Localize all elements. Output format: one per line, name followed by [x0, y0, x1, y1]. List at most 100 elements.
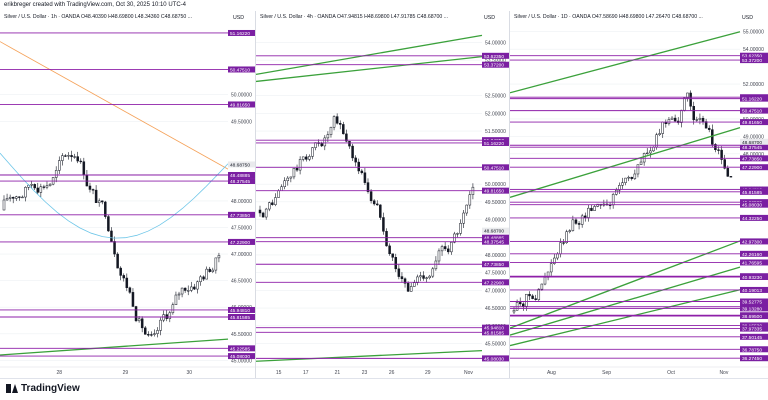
candle-body	[97, 200, 101, 203]
trend-line[interactable]	[0, 338, 229, 356]
candle-body	[652, 146, 655, 152]
level-label: 37.50145	[742, 335, 762, 341]
level-label-bg	[740, 155, 768, 162]
level-label-bg	[228, 306, 255, 313]
candle-body	[468, 194, 472, 206]
trend-line[interactable]	[256, 34, 483, 75]
candle-body	[382, 217, 385, 232]
candle-body	[122, 275, 125, 279]
brand-name: TradingView	[21, 383, 80, 394]
candle-body	[577, 223, 581, 225]
candlestick-series	[258, 113, 475, 293]
last-price-bg	[740, 138, 768, 145]
footer-bar: TradingView	[0, 378, 768, 400]
candle-body	[156, 330, 159, 334]
candle-body	[633, 173, 637, 179]
trend-line[interactable]	[510, 289, 741, 347]
candle-body	[726, 168, 730, 177]
candle-body	[140, 318, 144, 329]
level-label-bg	[740, 164, 768, 171]
candle-body	[465, 204, 468, 214]
candle-body	[190, 286, 193, 291]
level-label-bg	[740, 52, 768, 59]
level-label-bg	[482, 329, 509, 336]
price-tick-label: 45.00000	[231, 358, 252, 364]
candle-body	[153, 333, 156, 335]
candle-body	[88, 185, 92, 190]
candle-body	[574, 219, 578, 224]
level-label-bg	[740, 119, 768, 126]
candle-body	[76, 156, 79, 162]
candle-body	[537, 288, 541, 300]
level-label: 47.73850	[484, 262, 504, 268]
time-tick-label: 28	[56, 370, 62, 376]
tradingview-logo[interactable]: TradingView	[6, 383, 80, 394]
candle-body	[308, 156, 311, 160]
level-label-bg	[740, 333, 768, 340]
candle-body	[261, 212, 265, 218]
candle-body	[667, 119, 671, 124]
candle-body	[131, 292, 135, 307]
level-label-bg	[740, 346, 768, 353]
candle-body	[369, 191, 373, 202]
candle-body	[104, 201, 107, 217]
chart-title: Silver / U.S. Dollar · 1h · OANDA O48.40…	[4, 14, 193, 20]
candlestick-series	[2, 150, 221, 338]
candle-body	[351, 145, 354, 159]
level-label-bg	[482, 279, 509, 286]
level-label: 45.81585	[484, 330, 504, 336]
candle-body	[525, 293, 528, 307]
chart-panel-1d[interactable]: 55.0000054.0000052.0000050.0000049.00000…	[510, 11, 768, 378]
candle-body	[443, 246, 447, 250]
level-label: 37.97335	[742, 327, 762, 333]
price-tick-label: 49.50000	[231, 119, 252, 125]
candle-body	[177, 293, 181, 296]
trend-line[interactable]	[510, 31, 741, 94]
level-label: 47.22900	[742, 165, 762, 171]
candle-body	[258, 209, 262, 214]
candle-body	[70, 155, 73, 158]
trend-line[interactable]	[510, 126, 741, 198]
candle-body	[686, 92, 689, 99]
chart-canvas[interactable]: 54.00000 53.50000 52.50000 52.00000 51.50000…	[256, 11, 510, 378]
candle-body	[649, 150, 652, 154]
candle-body	[704, 121, 708, 129]
last-price-label: 48.68700	[742, 140, 762, 146]
trend-line[interactable]	[510, 240, 741, 329]
level-label-bg	[482, 164, 509, 171]
level-label-bg	[482, 324, 509, 331]
level-label: 53.62350	[484, 54, 504, 60]
candle-body	[440, 246, 444, 252]
price-tick-label: 45.50000	[485, 342, 506, 348]
price-tick-label: 46.50000	[231, 279, 252, 285]
chart-title: Silver / U.S. Dollar · 1D · OANDA O47.58…	[514, 14, 703, 20]
level-label-bg	[740, 107, 768, 114]
chart-canvas[interactable]: 55.0000054.0000052.0000050.0000049.00000…	[510, 11, 768, 378]
chart-panel-4h[interactable]: 54.00000 53.50000 52.50000 52.00000 51.50000…	[256, 11, 510, 378]
level-label-bg	[482, 234, 509, 241]
trend-line[interactable]	[256, 349, 483, 362]
candle-body	[571, 219, 575, 231]
last-price-label: 48.68750	[230, 162, 250, 168]
candle-body	[211, 269, 215, 272]
level-label: 45.08030	[742, 203, 762, 209]
candle-body	[376, 203, 379, 206]
trend-line[interactable]	[256, 55, 483, 83]
level-label: 49.81650	[742, 120, 762, 126]
chart-canvas[interactable]: 50.0000049.5000048.5000048.0000047.50000…	[0, 11, 256, 378]
candle-body	[128, 287, 132, 293]
price-tick-label: 47.50000	[485, 271, 506, 277]
candle-body	[680, 109, 683, 123]
candle-body	[264, 208, 268, 218]
candle-body	[323, 137, 327, 147]
candle-body	[627, 176, 630, 179]
level-label-bg	[228, 29, 255, 36]
candle-body	[639, 161, 643, 165]
level-label: 44.32250	[742, 216, 762, 222]
level-label-bg	[740, 355, 768, 362]
candle-body	[391, 253, 394, 258]
candle-body	[283, 180, 286, 187]
level-label-bg	[228, 353, 255, 360]
candle-body	[217, 255, 221, 259]
chart-panel-1h[interactable]: 50.0000049.5000048.5000048.0000047.50000…	[0, 11, 256, 378]
